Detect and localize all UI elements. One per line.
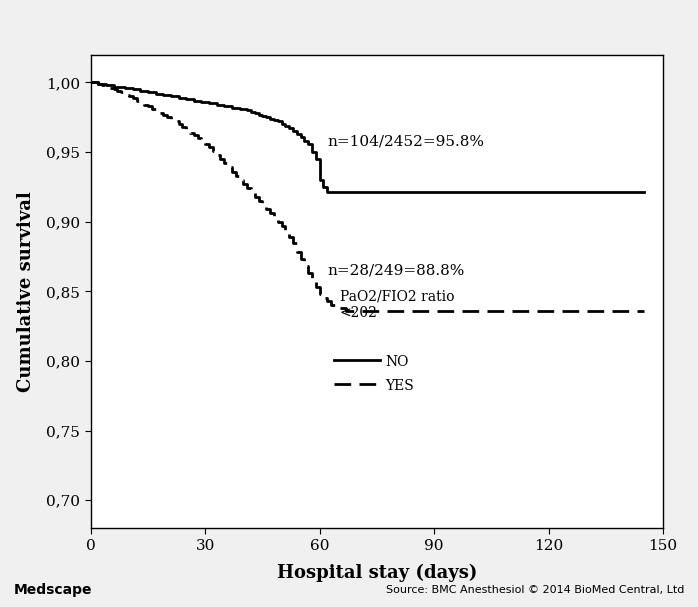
Text: YES: YES [385,379,414,393]
Text: NO: NO [385,355,409,370]
Y-axis label: Cumulative survival: Cumulative survival [17,191,35,392]
Text: n=104/2452=95.8%: n=104/2452=95.8% [327,134,484,148]
Text: Medscape: Medscape [14,583,92,597]
X-axis label: Hospital stay (days): Hospital stay (days) [276,564,477,582]
Text: n=28/249=88.8%: n=28/249=88.8% [327,263,465,277]
Text: Source: BMC Anesthesiol © 2014 BioMed Central, Ltd: Source: BMC Anesthesiol © 2014 BioMed Ce… [386,585,684,595]
Text: PaO2/FIO2 ratio
<202: PaO2/FIO2 ratio <202 [340,290,454,320]
